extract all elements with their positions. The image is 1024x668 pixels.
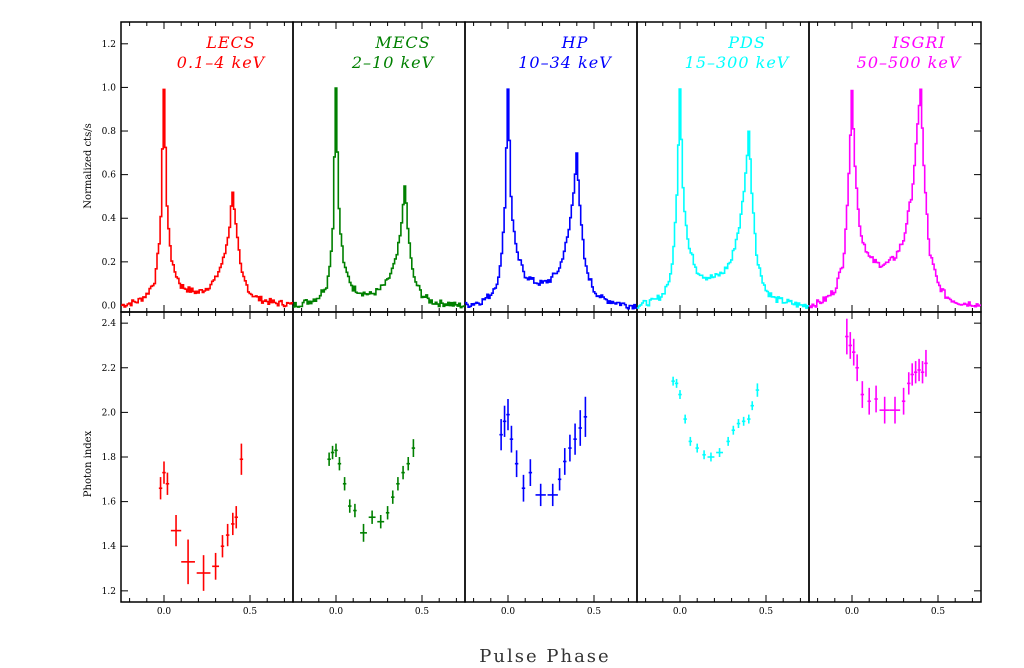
x-tick-label: 0.5 [243, 607, 258, 617]
x-tick-label: 0.0 [501, 607, 516, 617]
y-tick-label: 0.6 [102, 171, 117, 181]
y-tick-label: 2.0 [102, 408, 117, 418]
profile-line-pds [637, 88, 809, 309]
y-tick-label: 1.6 [102, 498, 117, 508]
y-tick-label: 0.0 [102, 301, 117, 311]
x-tick-label: 0.5 [759, 607, 774, 617]
tick-labels: 0.0 0.2 0.4 0.6 0.8 1.0 1.2 1.2 1.4 1.6 1.8 2.0 2.2 2… [102, 40, 946, 617]
panel-title-mecs: MECS [374, 33, 430, 52]
panel-band-mecs: 2–10 keV [351, 53, 435, 72]
axis-ticks [121, 22, 981, 602]
chart-marks [121, 87, 981, 591]
y-tick-label: 1.2 [102, 40, 116, 50]
index-panel-frame [120, 311, 294, 603]
x-tick-label: 0.0 [673, 607, 688, 617]
index-panel-frame [464, 311, 638, 603]
y-tick-label: 2.2 [102, 364, 116, 374]
panel-title-hp: HP [561, 33, 589, 52]
y-tick-label: 1.8 [102, 453, 117, 463]
x-tick-label: 0.0 [157, 607, 172, 617]
profile-line-hp [465, 88, 637, 310]
profile-line-mecs [293, 87, 465, 309]
profile-line-isgri [809, 88, 981, 309]
y-tick-label: 0.8 [102, 127, 117, 137]
x-tick-label: 0.0 [845, 607, 860, 617]
panel-band-lecs: 0.1–4 keV [177, 53, 266, 72]
panel-band-hp: 10–34 keV [518, 53, 612, 72]
index-panel-frame [292, 311, 466, 603]
panel-band-pds: 15–300 keV [685, 53, 790, 72]
y-tick-label: 0.4 [102, 214, 117, 224]
panel-title-lecs: LECS [205, 33, 256, 52]
index-panel-frame [808, 311, 982, 603]
index-panel-frame [636, 311, 810, 603]
bottom-y-axis-label: Photon index [83, 430, 94, 497]
panel-title-pds: PDS [727, 33, 766, 52]
x-tick-label: 0.5 [931, 607, 946, 617]
panel-title-isgri: ISGRI [891, 33, 945, 52]
panel-band-isgri: 50–500 keV [857, 53, 962, 72]
y-tick-label: 2.4 [102, 319, 117, 329]
y-tick-label: 1.2 [102, 587, 116, 597]
x-axis-label: Pulse Phase [479, 646, 610, 667]
profile-line-lecs [121, 88, 293, 308]
x-tick-label: 0.5 [587, 607, 602, 617]
x-tick-label: 0.0 [329, 607, 344, 617]
top-y-axis-label: Normalized cts/s [83, 123, 94, 208]
x-tick-label: 0.5 [415, 607, 430, 617]
y-tick-label: 1.0 [102, 83, 117, 93]
y-tick-label: 0.2 [102, 258, 116, 268]
y-tick-label: 1.4 [102, 542, 117, 552]
